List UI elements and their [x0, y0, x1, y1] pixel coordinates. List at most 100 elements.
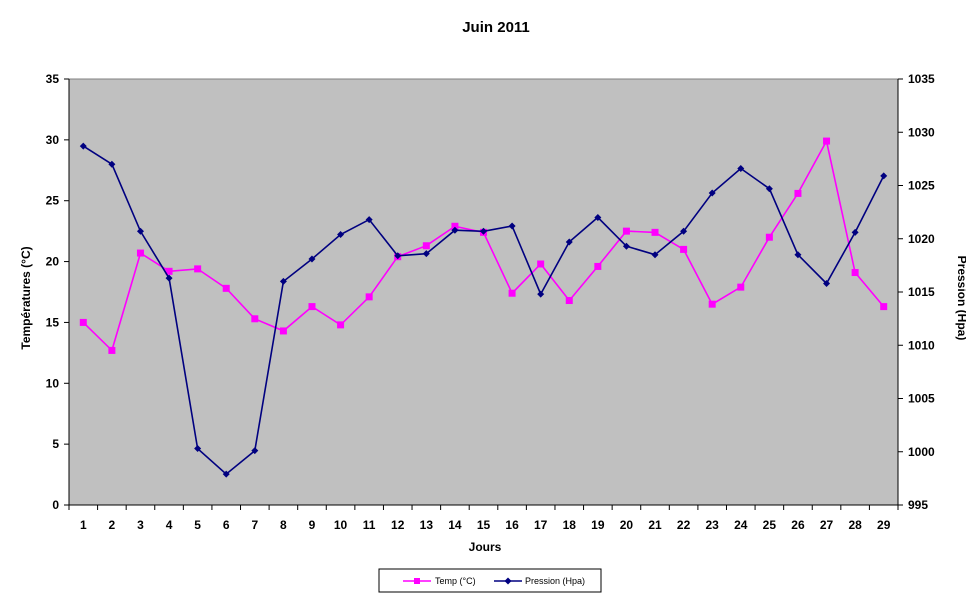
- data-point-temp: [765, 233, 773, 241]
- x-tick-label: 20: [620, 518, 634, 532]
- data-point-pression: [394, 252, 402, 260]
- x-tick-label: 11: [363, 518, 376, 532]
- data-point-temp: [851, 269, 859, 277]
- right-tick-label: 1000: [908, 445, 935, 459]
- legend-pression-marker: [504, 577, 512, 585]
- data-point-temp: [880, 303, 888, 311]
- data-point-pression: [194, 445, 202, 453]
- x-tick-label: 14: [448, 518, 462, 532]
- legend: Temp (°C) Pression (Hpa): [378, 568, 602, 593]
- data-point-pression: [508, 222, 516, 230]
- legend-temp-label: Temp (°C): [435, 576, 476, 586]
- data-point-temp: [537, 260, 545, 268]
- x-tick-label: 16: [505, 518, 519, 532]
- data-point-temp: [823, 137, 831, 145]
- x-tick-label: 18: [563, 518, 577, 532]
- left-axis: 0 5 10 15 20 25 30 35: [46, 72, 70, 512]
- right-tick-label: 1010: [908, 338, 935, 352]
- data-point-pression: [680, 227, 688, 235]
- data-point-temp: [136, 249, 144, 257]
- data-point-temp: [308, 303, 316, 311]
- data-point-temp: [337, 321, 345, 329]
- data-point-temp: [422, 242, 430, 250]
- data-point-pression: [594, 213, 602, 221]
- data-point-pression: [851, 228, 859, 236]
- plot-area: [68, 78, 899, 506]
- left-tick-label: 30: [46, 133, 60, 147]
- data-point-temp: [794, 189, 802, 197]
- data-point-temp: [508, 289, 516, 297]
- data-point-pression: [422, 250, 430, 258]
- left-tick-label: 25: [46, 194, 60, 208]
- data-point-temp: [365, 293, 373, 301]
- left-tick-label: 10: [46, 376, 60, 390]
- right-axis: 995 1000 1005 1010 1015 1020 1025 1030 1035: [897, 72, 935, 512]
- x-tick-label: 24: [734, 518, 748, 532]
- x-tick-label: 2: [109, 518, 116, 532]
- x-tick-label: 27: [820, 518, 834, 532]
- left-tick-label: 35: [46, 72, 60, 86]
- data-point-temp: [222, 284, 230, 292]
- right-tick-label: 995: [908, 498, 928, 512]
- data-point-pression: [165, 274, 173, 282]
- data-point-pression: [622, 242, 630, 250]
- data-point-temp: [79, 318, 87, 326]
- right-tick-label: 1015: [908, 285, 935, 299]
- data-point-pression: [565, 238, 573, 246]
- y-axis-left-label: Températures (°C): [19, 246, 33, 349]
- data-point-pression: [251, 447, 259, 455]
- data-point-temp: [651, 228, 659, 236]
- x-tick-label: 10: [334, 518, 348, 532]
- x-tick-label: 15: [477, 518, 491, 532]
- x-tick-label: 4: [166, 518, 173, 532]
- data-point-pression: [108, 160, 116, 168]
- data-point-pression: [537, 290, 545, 298]
- data-point-pression: [708, 189, 716, 197]
- data-point-pression: [222, 470, 230, 478]
- data-point-pression: [794, 251, 802, 259]
- x-tick-label: 8: [280, 518, 287, 532]
- x-axis-label: Jours: [469, 540, 502, 554]
- data-point-pression: [651, 251, 659, 259]
- data-point-pression: [79, 142, 87, 150]
- x-tick-label: 9: [309, 518, 316, 532]
- data-point-pression: [737, 164, 745, 172]
- x-tick-label: 17: [534, 518, 548, 532]
- data-point-pression: [765, 185, 773, 193]
- right-tick-label: 1030: [908, 125, 935, 139]
- y-axis-right-label: Pression (Hpa): [955, 256, 966, 341]
- x-tick-label: 6: [223, 518, 230, 532]
- right-tick-label: 1005: [908, 392, 935, 406]
- left-tick-label: 0: [52, 498, 59, 512]
- right-tick-label: 1020: [908, 232, 935, 246]
- data-point-pression: [823, 279, 831, 287]
- x-tick-label: 25: [763, 518, 777, 532]
- data-point-pression: [136, 227, 144, 235]
- data-point-pression: [880, 172, 888, 180]
- left-tick-label: 5: [52, 437, 59, 451]
- x-tick-label: 3: [137, 518, 144, 532]
- data-point-temp: [622, 227, 630, 235]
- data-point-temp: [565, 297, 573, 305]
- legend-pression-label: Pression (Hpa): [525, 576, 585, 586]
- x-tick-label: 28: [848, 518, 862, 532]
- data-point-temp: [594, 262, 602, 270]
- data-point-temp: [251, 315, 259, 323]
- x-tick-label: 19: [591, 518, 605, 532]
- x-tick-label: 7: [251, 518, 258, 532]
- x-axis: 1 2 3 4 5 6 7 8 9 10 11 12 13 14 15 16 17 18 19 20 21 22 23 24 2…: [68, 504, 899, 532]
- right-tick-label: 1035: [908, 72, 935, 86]
- data-point-temp: [737, 283, 745, 291]
- left-tick-label: 15: [46, 315, 60, 329]
- legend-box: [378, 568, 602, 593]
- series-layer: [79, 137, 888, 478]
- x-tick-label: 26: [791, 518, 805, 532]
- x-tick-label: 13: [420, 518, 434, 532]
- data-point-pression: [279, 277, 287, 285]
- left-tick-label: 20: [46, 255, 60, 269]
- data-point-pression: [308, 255, 316, 263]
- data-point-pression: [451, 226, 459, 234]
- x-tick-label: 29: [877, 518, 891, 532]
- right-tick-label: 1025: [908, 179, 935, 193]
